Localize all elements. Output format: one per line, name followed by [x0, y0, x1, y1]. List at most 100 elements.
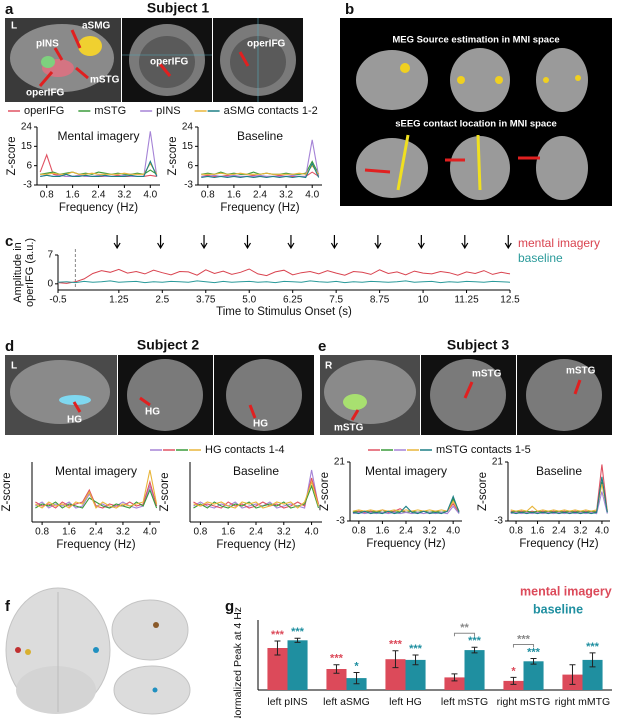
image-label: mSTG: [566, 366, 596, 377]
x-tick-label: 0.8: [201, 190, 215, 201]
image-label: L: [11, 21, 17, 32]
x-axis-label: Frequency (Hz): [366, 538, 445, 550]
x-tick-label: 1.6: [221, 527, 235, 538]
panel-letter: d: [5, 338, 14, 355]
brain-renders-f: [5, 587, 191, 715]
image-label: pINS: [36, 39, 59, 50]
x-axis-label: Frequency (Hz): [56, 539, 135, 551]
bar: [267, 648, 288, 690]
x-tick-label: 2.4: [399, 526, 413, 537]
y-tick-label: 21: [334, 457, 346, 468]
trace: [193, 484, 320, 509]
legend-label: mental imagery: [518, 236, 600, 250]
subplot-title: Baseline: [237, 129, 283, 143]
panel-letter: c: [5, 233, 13, 250]
error-bar: [530, 658, 537, 665]
comparison-bracket: [453, 632, 476, 637]
stimulus-arrow: [461, 235, 469, 250]
trace: [57, 268, 511, 284]
y-tick-label: 0: [47, 278, 53, 289]
x-tick-label: 2.4: [552, 526, 566, 537]
x-tick-label: 4.0: [143, 527, 157, 538]
brain-images-d: [5, 355, 314, 435]
trace: [193, 480, 320, 509]
y-axis-label: Z-score: [159, 473, 171, 512]
x-tick-label: 1.6: [66, 190, 80, 201]
x-tick-label: 8.75: [370, 295, 390, 306]
x-tick-label: 5.0: [242, 295, 256, 306]
x-tick-label: left mSTG: [441, 696, 488, 708]
significance: *: [511, 665, 516, 677]
trace: [201, 160, 320, 175]
error-bar: [353, 672, 360, 685]
error-bar: [333, 664, 340, 674]
y-axis-label: Amplitude in: [12, 242, 24, 303]
image-label: mSTG: [334, 423, 364, 434]
y-tick-label: 6: [187, 160, 193, 171]
significance: ***: [330, 653, 344, 665]
x-tick-label: 1.6: [227, 190, 241, 201]
error-bar: [589, 652, 596, 668]
x-tick-label: right mMTG: [555, 696, 610, 708]
image-label: L: [11, 361, 17, 372]
x-tick-label: 0.8: [40, 190, 54, 201]
stimulus-arrow: [287, 235, 295, 250]
y-axis-label: Normalized Peak at 4 Hz: [232, 607, 244, 718]
image-label: mSTG: [90, 75, 120, 86]
legend-label: mSTG contacts 1-5: [436, 444, 531, 456]
image-label: mSTG: [472, 369, 502, 380]
brain-images-a: [5, 18, 303, 102]
bar: [405, 659, 426, 690]
y-axis-label: Z-score: [1, 473, 13, 512]
significance: ***: [468, 635, 482, 647]
subplot-title: Mental imagery: [55, 464, 137, 478]
y-tick-label: 21: [492, 457, 504, 468]
bar: [503, 680, 524, 690]
y-tick-label: 24: [21, 122, 33, 133]
panel-letter: g: [225, 598, 234, 615]
x-tick-label: 4.0: [305, 190, 319, 201]
subplot-title: Mental imagery: [365, 464, 447, 478]
panel-title: Subject 2: [137, 337, 199, 353]
x-tick-label: 6.25: [283, 295, 303, 306]
x-tick-label: 2.4: [92, 190, 106, 201]
image-label: HG: [145, 407, 160, 418]
bar: [287, 640, 308, 690]
trace: [35, 480, 158, 509]
x-tick-label: 2.4: [253, 190, 267, 201]
trace: [35, 488, 158, 509]
y-tick-label: 15: [21, 141, 33, 152]
x-tick-label: left HG: [389, 696, 422, 708]
stimulus-arrow: [200, 235, 208, 250]
x-tick-label: 2.4: [89, 527, 103, 538]
y-tick-label: -3: [23, 180, 32, 191]
y-tick-label: 6: [26, 160, 32, 171]
brain-images-e: [320, 355, 612, 435]
significance: ***: [409, 643, 423, 655]
x-tick-label: 2.5: [155, 295, 169, 306]
trace: [201, 164, 320, 175]
trace: [352, 500, 460, 512]
comparison-label: ***: [517, 633, 531, 645]
trace: [57, 280, 511, 284]
image-label: aSMG: [82, 21, 111, 32]
image-label: operIFG: [150, 57, 189, 68]
stimulus-arrow: [113, 235, 121, 250]
x-tick-label: 3.2: [116, 527, 130, 538]
x-tick-label: -0.5: [49, 295, 67, 306]
x-tick-label: 0.8: [193, 527, 207, 538]
error-bar: [392, 650, 399, 669]
y-axis-label: Z-score: [167, 137, 179, 176]
image-label: operIFG: [247, 39, 286, 50]
error-bar: [471, 646, 478, 654]
x-tick-label: 4.0: [595, 526, 609, 537]
significance: ***: [527, 646, 541, 658]
image-caption: sEEG contact location in MNI space: [395, 119, 557, 130]
legend-label: baseline: [518, 251, 563, 265]
panel-letter: e: [318, 338, 326, 355]
subplot-title: Baseline: [536, 464, 582, 478]
panel-title: Subject 3: [447, 337, 509, 353]
trace: [510, 476, 608, 515]
